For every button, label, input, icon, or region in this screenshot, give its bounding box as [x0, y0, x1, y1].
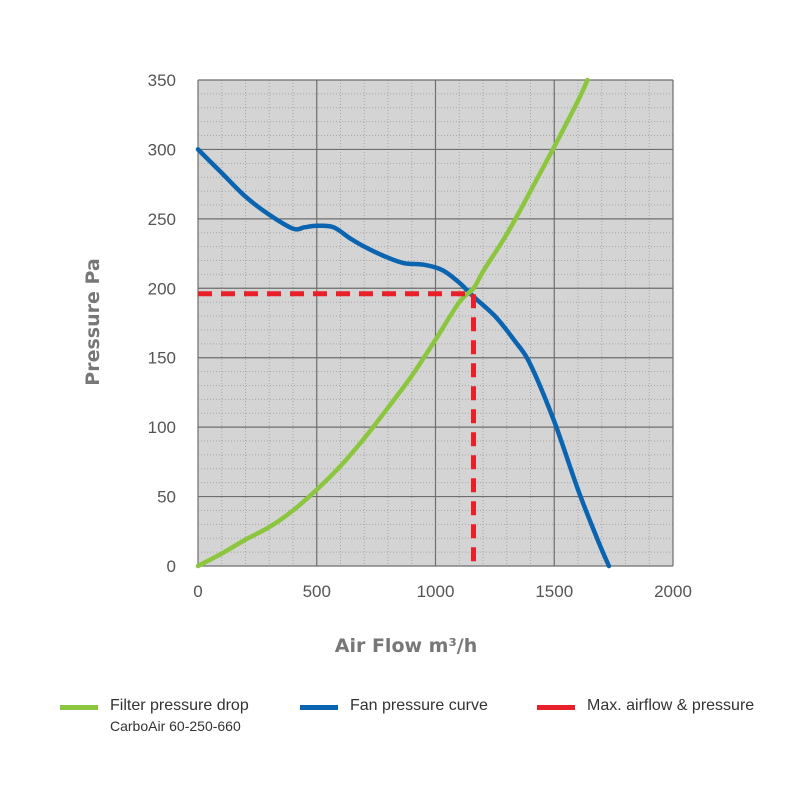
x-axis-title: Air Flow m³/h: [335, 635, 478, 657]
y-tick-label: 0: [167, 557, 176, 576]
x-tick-label: 0: [193, 582, 202, 601]
series-fan-pressure-curve: [195, 147, 612, 569]
legend-swatch-filter: [60, 705, 98, 710]
y-axis-title: Pressure Pa: [82, 258, 104, 385]
y-tick-label: 300: [148, 140, 176, 159]
y-tick-label: 50: [157, 488, 176, 507]
legend-item-fan: Fan pressure curve: [300, 696, 488, 716]
y-tick-label: 350: [148, 71, 176, 90]
legend-item-max: Max. airflow & pressure: [537, 696, 754, 716]
legend-item-filter: Filter pressure drop CarboAir 60-250-660: [60, 696, 249, 736]
legend-label-fan: Fan pressure curve: [350, 697, 488, 714]
series-filter-pressure-drop: [195, 77, 590, 569]
y-tick-label: 250: [148, 210, 176, 229]
x-tick-label: 2000: [654, 582, 692, 601]
x-tick-label: 1500: [535, 582, 573, 601]
legend-label-filter: Filter pressure drop: [110, 697, 249, 714]
y-tick-label: 100: [148, 418, 176, 437]
y-tick-label: 200: [148, 279, 176, 298]
chart: 0 500 1000 1500 2000 0 50 100 150 200 250 300 350 A…: [82, 71, 692, 657]
legend-label-max: Max. airflow & pressure: [587, 697, 755, 714]
legend: Filter pressure drop CarboAir 60-250-660…: [0, 696, 800, 746]
y-tick-label: 150: [148, 349, 176, 368]
legend-swatch-fan: [300, 705, 338, 710]
x-tick-label: 1000: [417, 582, 455, 601]
legend-swatch-max: [537, 705, 575, 710]
x-tick-label: 500: [303, 582, 331, 601]
legend-sublabel-filter: CarboAir 60-250-660: [110, 718, 241, 734]
